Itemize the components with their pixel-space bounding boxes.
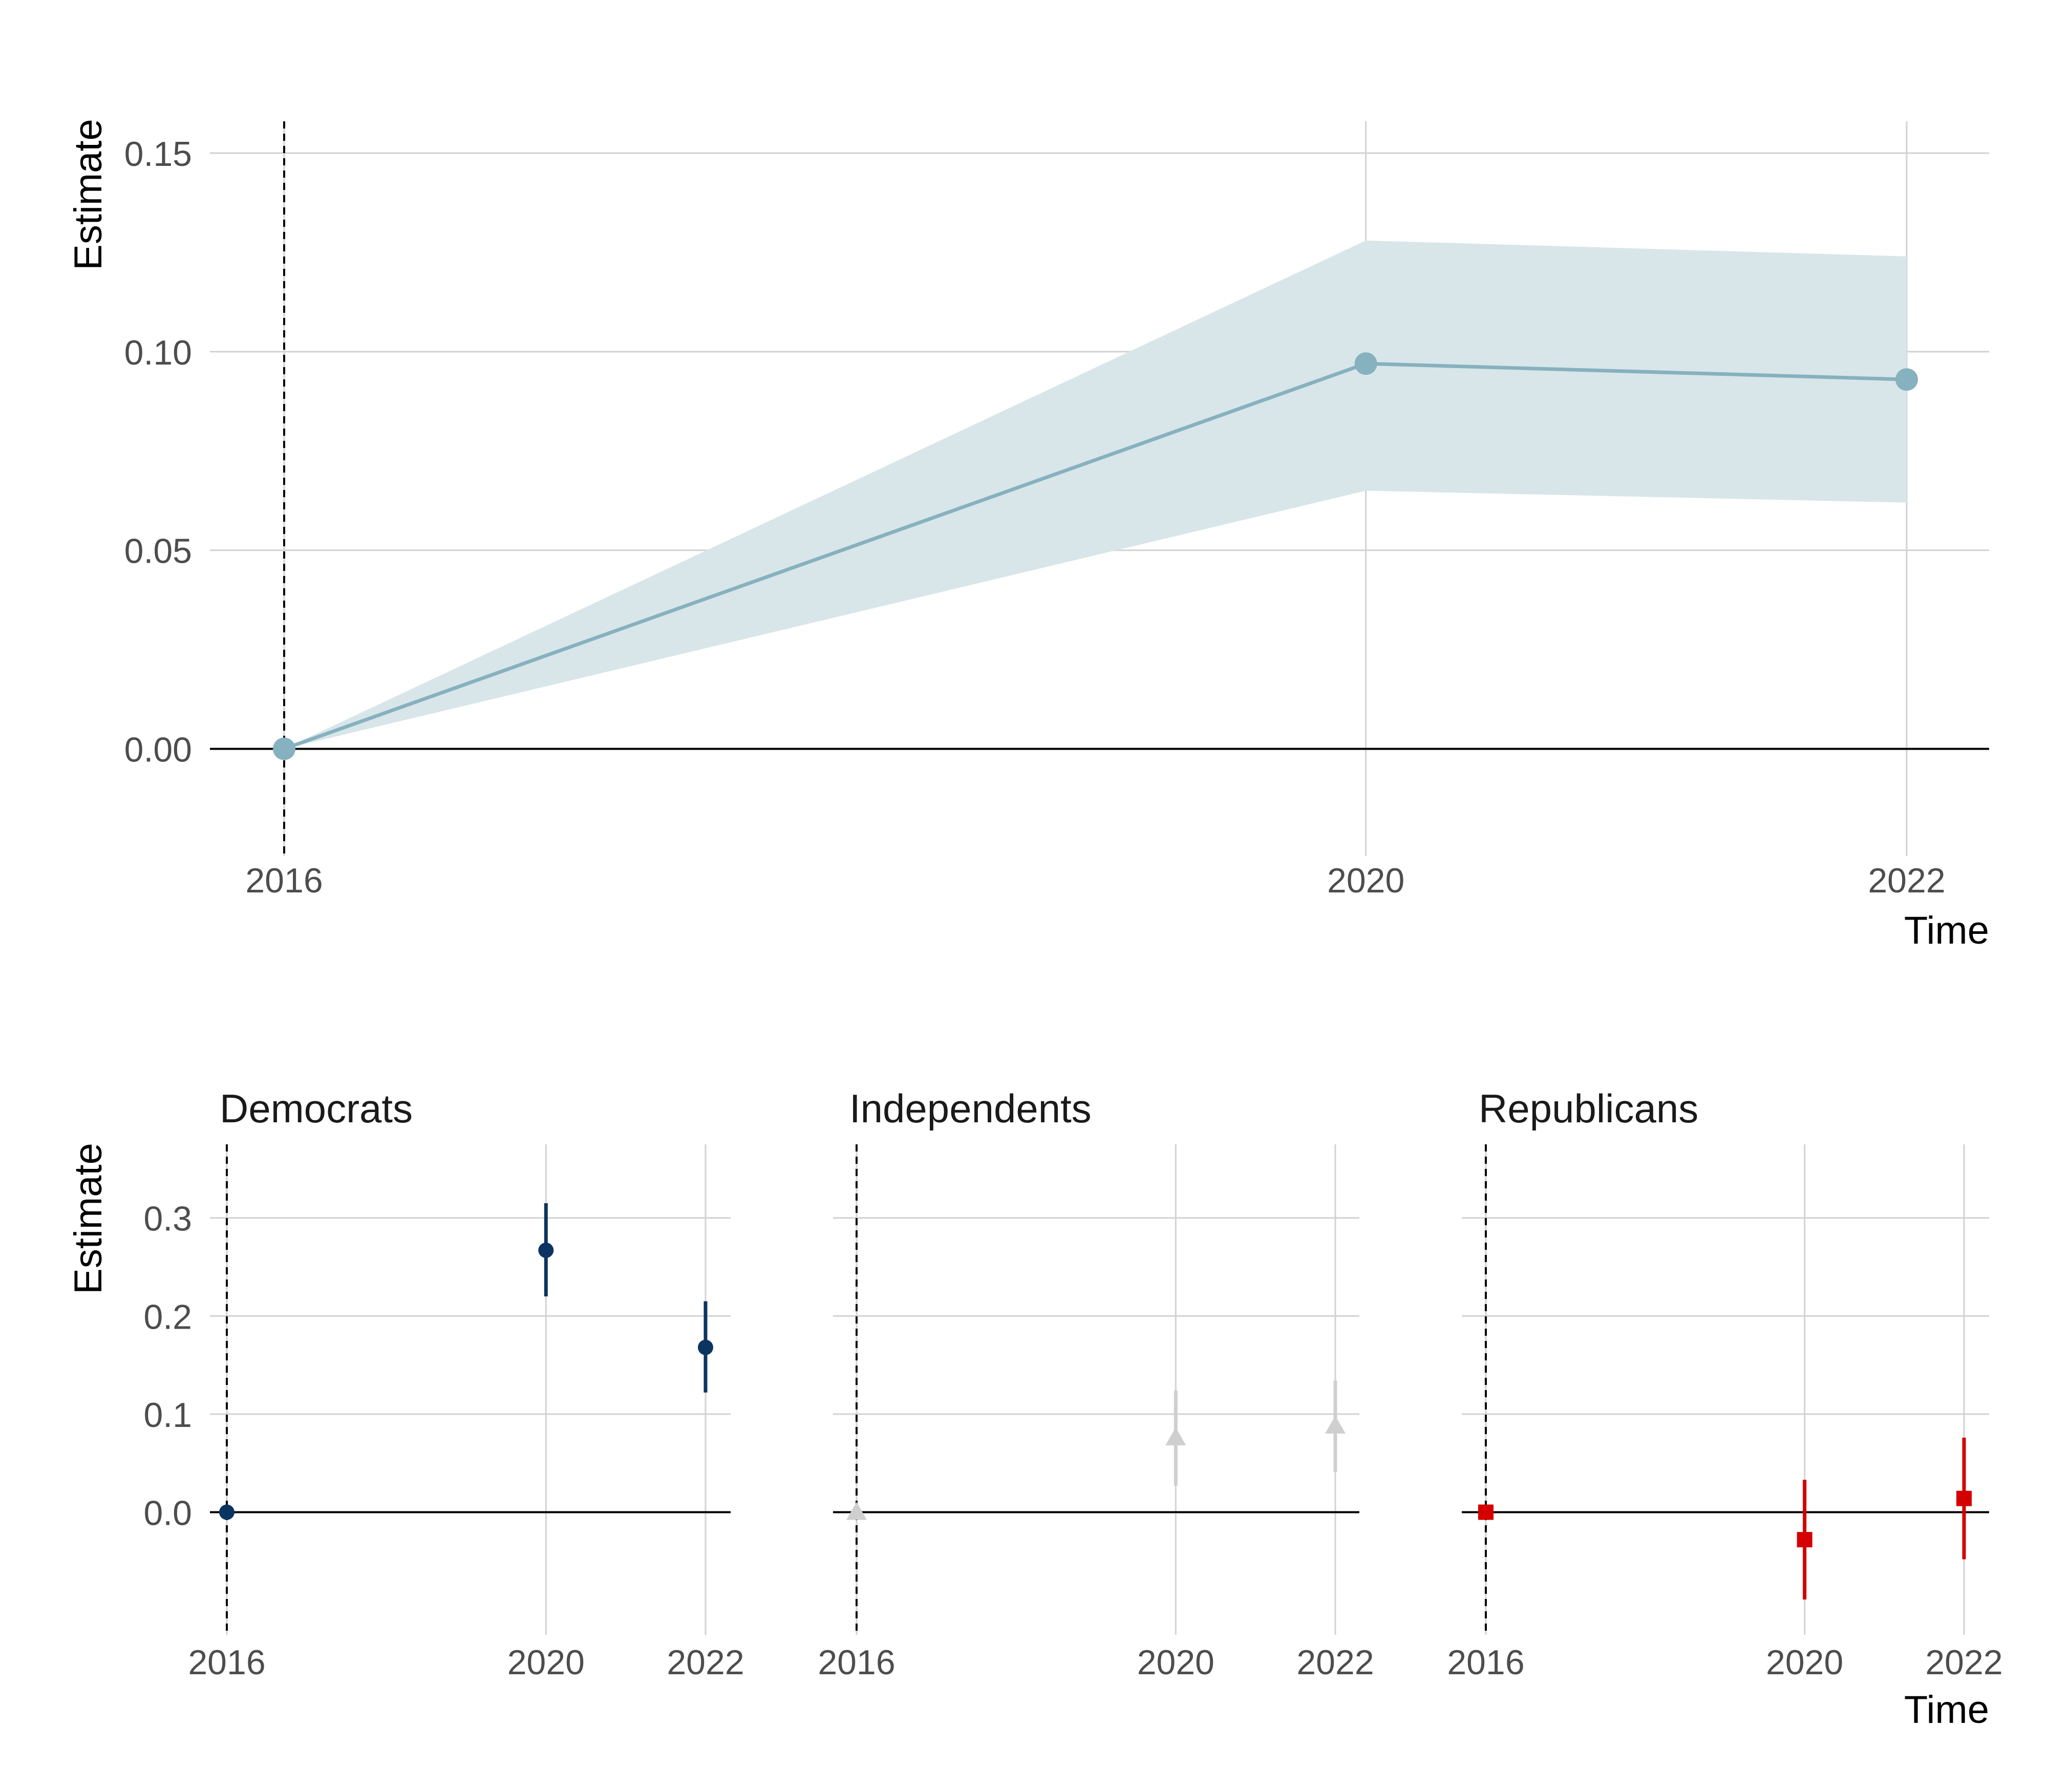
panel-republicans-x-tick-label: 2022 bbox=[1925, 1643, 2002, 1682]
bottom-y-axis-title: Estimate bbox=[67, 1143, 110, 1294]
top-x-tick-label: 2016 bbox=[245, 861, 323, 900]
top-point-2016 bbox=[273, 737, 295, 760]
top-y-tick-label: 0.00 bbox=[124, 731, 192, 770]
panel-independents-x-tick-label: 2016 bbox=[818, 1643, 895, 1682]
top-x-tick-label: 2020 bbox=[1327, 861, 1404, 900]
bottom-y-tick-label: 0.2 bbox=[143, 1297, 192, 1336]
top-y-axis-title: Estimate bbox=[67, 119, 110, 270]
top-y-tick-label: 0.15 bbox=[124, 135, 192, 174]
panel-democrats-title: Democrats bbox=[220, 1086, 413, 1131]
bottom-y-tick-label: 0.1 bbox=[143, 1396, 192, 1435]
panel-republicans-point-2020 bbox=[1797, 1532, 1812, 1548]
panel-independents-point-2022 bbox=[1325, 1415, 1346, 1434]
panel-independents-x-tick-label: 2022 bbox=[1296, 1643, 1374, 1682]
panel-republicans-title: Republicans bbox=[1479, 1086, 1698, 1131]
bottom-y-tick-label: 0.0 bbox=[143, 1494, 192, 1533]
panel-democrats-x-tick-label: 2016 bbox=[188, 1643, 265, 1682]
top-x-axis-title: Time bbox=[1904, 909, 1989, 952]
panel-democrats-point-2016 bbox=[219, 1504, 234, 1520]
bottom-y-tick-label: 0.3 bbox=[143, 1200, 192, 1239]
panel-republicans-x-tick-label: 2016 bbox=[1447, 1643, 1524, 1682]
panel-democrats-x-tick-label: 2020 bbox=[507, 1643, 585, 1682]
panel-republicans-point-2016 bbox=[1478, 1504, 1494, 1520]
panel-independents-title: Independents bbox=[849, 1086, 1092, 1131]
panel-democrats-x-tick-label: 2022 bbox=[667, 1643, 744, 1682]
panel-republicans-point-2022 bbox=[1956, 1490, 1972, 1506]
panel-republicans-x-tick-label: 2020 bbox=[1766, 1643, 1843, 1682]
panel-democrats-point-2020 bbox=[538, 1242, 554, 1258]
bottom-x-axis-title: Time bbox=[1904, 1688, 1989, 1732]
panel-democrats-point-2022 bbox=[698, 1339, 713, 1355]
top-y-tick-label: 0.05 bbox=[124, 532, 192, 571]
top-x-tick-label: 2022 bbox=[1868, 861, 1945, 900]
panel-independents-point-2016 bbox=[846, 1502, 867, 1520]
top-point-2020 bbox=[1354, 352, 1377, 375]
panel-independents-point-2020 bbox=[1165, 1427, 1186, 1445]
panel-independents-x-tick-label: 2020 bbox=[1137, 1643, 1214, 1682]
top-point-2022 bbox=[1895, 368, 1918, 391]
top-y-tick-label: 0.10 bbox=[124, 333, 192, 372]
